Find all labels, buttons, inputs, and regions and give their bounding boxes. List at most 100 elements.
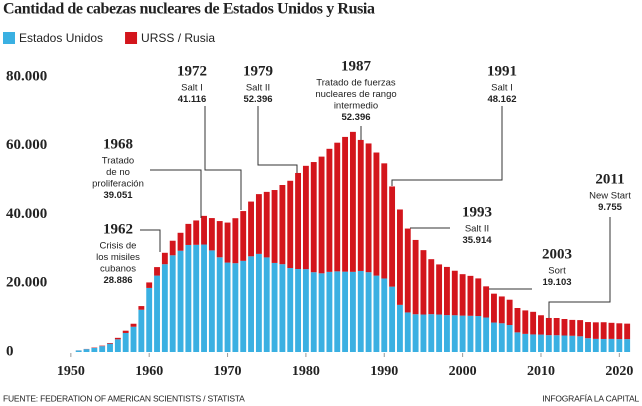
annotation-value: 9.755 (598, 202, 622, 213)
y-tick-label: 0 (6, 343, 14, 359)
x-tick-label: 1970 (214, 364, 242, 379)
bar-segment (216, 257, 223, 352)
bar-segment (271, 262, 278, 352)
bar-segment (498, 296, 505, 324)
leader-line (257, 106, 298, 173)
bar-segment (498, 323, 505, 352)
bar-segment (459, 274, 466, 316)
leader-line (204, 106, 242, 210)
bar-segment (146, 287, 153, 352)
annotation-year: 1991 (487, 63, 517, 79)
bar-segment (522, 310, 529, 334)
bar-segment (224, 262, 231, 352)
annotation-value: 39.051 (103, 190, 133, 201)
bar-segment (114, 337, 121, 340)
bar-segment (130, 326, 137, 352)
bar-segment (240, 260, 247, 352)
annotation-value: 48.162 (487, 94, 516, 105)
bar-segment (349, 271, 356, 352)
bar-segment (381, 278, 388, 352)
bar-segment (146, 282, 153, 288)
bar-segment (420, 250, 427, 315)
bar-segment (444, 266, 450, 316)
x-tick-label: 1950 (57, 364, 85, 379)
annotation-value: 19.103 (542, 277, 571, 288)
bar-segment (193, 244, 200, 352)
annotation-value: 52.396 (243, 94, 272, 105)
bar-segment (475, 316, 482, 352)
chart-title: Cantidad de cabezas nucleares de Estados… (3, 1, 375, 18)
bar-segment (608, 322, 615, 339)
bar-segment (107, 343, 113, 352)
bar-segment (561, 319, 568, 336)
bar-segment (185, 244, 192, 352)
bar-segment (451, 270, 458, 316)
bar-segment (287, 180, 294, 269)
leader-line (548, 217, 611, 318)
bar-segment (381, 163, 388, 279)
bar-segment (404, 228, 411, 313)
annotation-year: 2011 (595, 171, 624, 187)
y-tick-label: 20.000 (6, 275, 47, 291)
bar-segment (114, 339, 121, 352)
bar-segment (616, 323, 623, 340)
bar-segment (592, 322, 599, 339)
bar-segment (107, 342, 113, 344)
bar-segment (99, 346, 106, 352)
bar-segment (255, 194, 262, 254)
bar-segment (177, 232, 184, 251)
bar-segment (169, 255, 176, 352)
bar-segment (122, 330, 129, 333)
bar-segment (193, 220, 200, 245)
annotation-text: proliferación (92, 179, 144, 190)
bar-segment (357, 139, 364, 271)
bar-segment (608, 338, 615, 352)
bar-segment (577, 320, 584, 337)
y-tick-label: 60.000 (6, 137, 47, 153)
y-tick-label: 80.000 (6, 68, 47, 84)
y-tick-label: 40.000 (6, 206, 47, 222)
bar-segment (506, 299, 513, 326)
bar-segment (99, 345, 106, 347)
bar-segment (373, 275, 380, 352)
bar-segment (451, 315, 458, 352)
bar-segment (538, 315, 544, 335)
bar-segment (545, 335, 552, 352)
annotation-text: Crisis de (100, 241, 137, 252)
bar-segment (326, 148, 333, 272)
bar-segment (75, 350, 82, 352)
bar-segment (585, 322, 591, 339)
bar-segment (154, 267, 160, 276)
annotation-text: Tratado (102, 156, 134, 167)
bar-segment (412, 314, 419, 352)
bar-segment (295, 172, 302, 270)
bar-segment (428, 314, 435, 352)
x-tick-label: 1960 (135, 364, 163, 379)
bar-segment (154, 275, 160, 352)
bar-segment (561, 335, 568, 352)
annotation-text: New Start (589, 191, 631, 202)
annotation-text: nucleares de rango (315, 89, 396, 100)
bar-segment (389, 186, 396, 287)
bar-segment (365, 143, 372, 273)
bar-segment (592, 338, 599, 352)
bar-segment (318, 273, 325, 352)
bar-segment (302, 269, 309, 352)
bar-segment (161, 264, 168, 352)
bar-segment (216, 221, 223, 258)
bar-segment (122, 332, 129, 352)
bar-segment (208, 218, 215, 251)
annotation-text: los misiles (96, 252, 140, 263)
bar-segment (295, 269, 302, 352)
bar-segment (530, 311, 537, 335)
bar-segment (91, 347, 98, 352)
bar-segment (475, 278, 482, 317)
bar-segment (428, 259, 435, 315)
x-tick-label: 2010 (527, 364, 555, 379)
annotation-text: Salt I (181, 83, 203, 94)
leader-line (150, 169, 202, 218)
bar-segment (436, 264, 443, 315)
bar-segment (420, 314, 427, 352)
bar-segment (396, 304, 403, 352)
